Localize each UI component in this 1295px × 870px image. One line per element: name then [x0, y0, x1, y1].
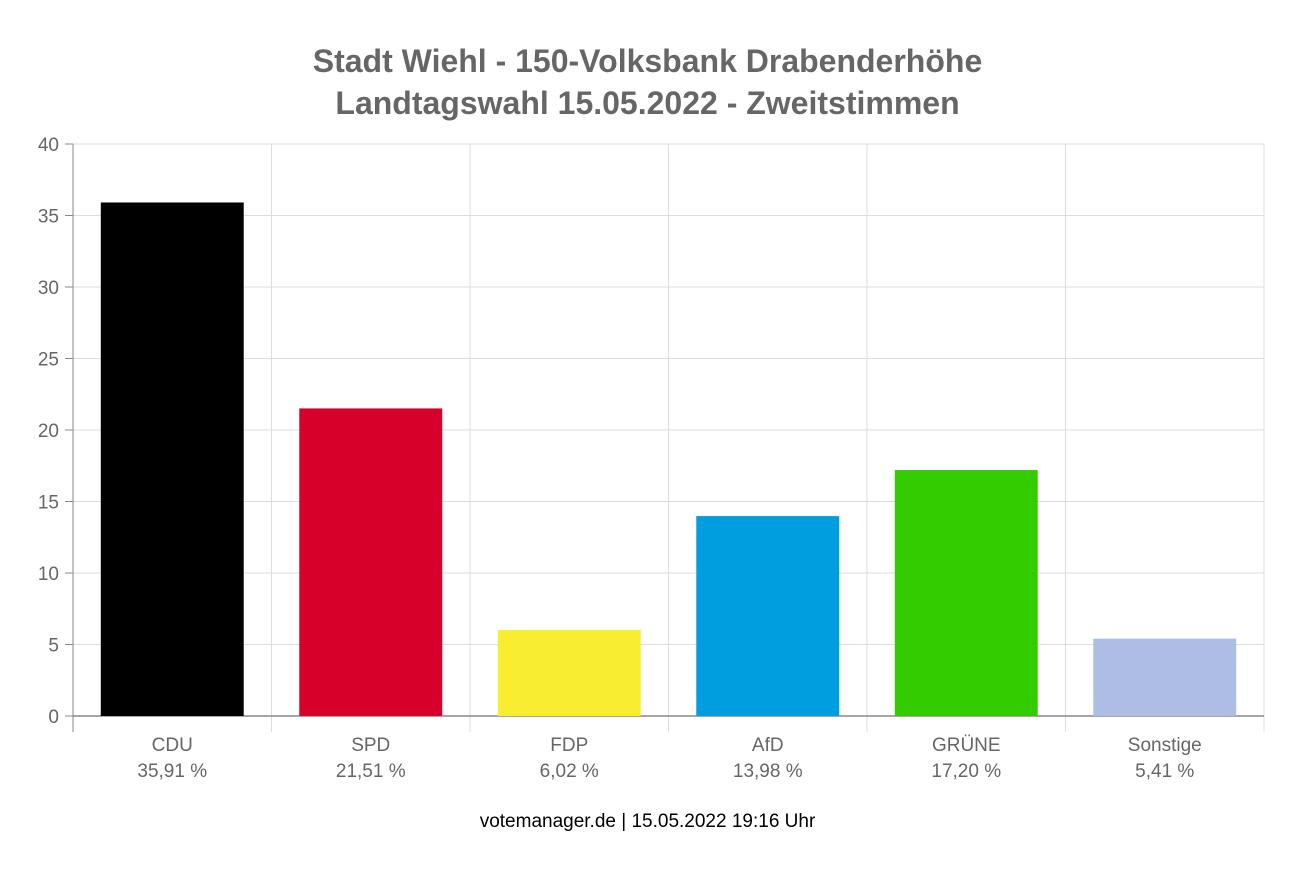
y-tick-label: 10	[38, 564, 59, 585]
chart-title-line1: Stadt Wiehl - 150-Volksbank Drabenderhöh…	[312, 43, 983, 79]
y-tick-label: 0	[48, 707, 59, 728]
x-tick-label: SPD	[351, 735, 390, 756]
value-label: 13,98 %	[733, 761, 803, 782]
bar-cdu	[100, 202, 244, 716]
bar-grüne	[894, 470, 1038, 716]
value-label: 21,51 %	[336, 761, 406, 782]
chart-subtitle: Landtagswahl 15.05.2022 - Zweitstimmen	[335, 85, 960, 121]
y-tick-label: 25	[38, 350, 59, 371]
x-tick-label: AfD	[752, 735, 784, 756]
bar-spd	[299, 408, 443, 716]
value-label: 6,02 %	[540, 761, 599, 782]
y-tick-label: 40	[38, 135, 59, 156]
value-label: 35,91 %	[137, 761, 207, 782]
y-tick-label: 35	[38, 207, 59, 228]
y-tick-label: 5	[48, 636, 59, 657]
chart-title: Stadt Wiehl - 150-Volksbank Drabenderhöh…	[0, 40, 1295, 124]
bar-sonstige	[1093, 638, 1237, 716]
y-tick-label: 20	[38, 421, 59, 442]
x-tick-label: GRÜNE	[932, 735, 1001, 756]
x-tick-label: CDU	[152, 735, 193, 756]
y-tick-label: 15	[38, 493, 59, 514]
bar-fdp	[497, 629, 641, 716]
bar-afd	[696, 516, 840, 716]
value-label: 5,41 %	[1135, 761, 1194, 782]
value-label: 17,20 %	[931, 761, 1001, 782]
x-tick-label: Sonstige	[1128, 735, 1202, 756]
footer-source: votemanager.de | 15.05.2022 19:16 Uhr	[479, 811, 816, 832]
x-tick-label: FDP	[550, 735, 588, 756]
y-tick-label: 30	[38, 278, 59, 299]
